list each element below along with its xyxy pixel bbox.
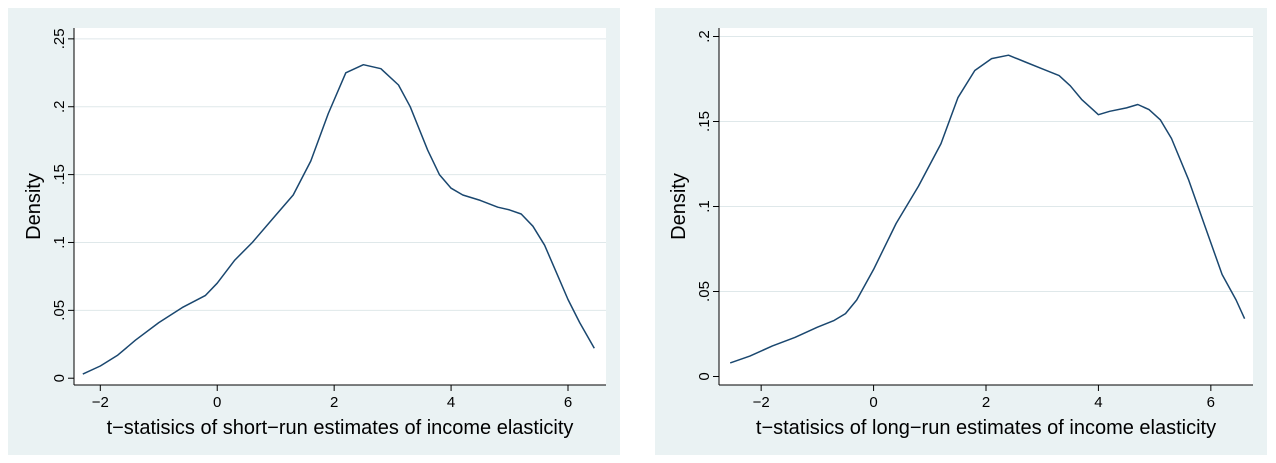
density-line <box>82 63 595 375</box>
x-tick-label: 0 <box>213 394 221 411</box>
x-tick-label: 4 <box>1094 394 1102 411</box>
y-tick-label: .15 <box>51 164 68 185</box>
y-tick-label: 0 <box>696 372 713 380</box>
x-tick-label: 6 <box>1207 394 1215 411</box>
x-tick-label: −2 <box>753 394 770 411</box>
density-line <box>729 54 1246 364</box>
x-tick-label: 4 <box>447 394 455 411</box>
x-axis-title: t−statisics of short−run estimates of in… <box>107 417 574 439</box>
y-tick-label: .2 <box>51 100 68 113</box>
y-tick-label: .2 <box>696 30 713 43</box>
y-tick-label: .15 <box>696 111 713 132</box>
x-tick-label: 2 <box>330 394 338 411</box>
x-tick-label: −2 <box>92 394 109 411</box>
y-tick-label: 0 <box>51 374 68 382</box>
y-tick-label: .05 <box>696 281 713 302</box>
long-run-density-chart: 0 .05 .1 .15 .2 −2 0 2 4 6 t−statisics of long−run… <box>668 28 1253 439</box>
plot-area <box>74 28 606 385</box>
y-axis-title: Density <box>23 173 45 240</box>
y-axis-title: Density <box>668 173 690 240</box>
x-axis-title: t−statisics of long−run estimates of inc… <box>756 417 1216 439</box>
y-tick-label: .25 <box>51 28 68 49</box>
y-tick-label: .05 <box>51 300 68 321</box>
x-tick-label: 0 <box>869 394 877 411</box>
x-tick-label: 6 <box>564 394 572 411</box>
y-tick-label: .1 <box>696 200 713 213</box>
left-chart-panel: 0 .05 .1 .15 .2 .25 −2 0 2 4 6 t−statisics of short… <box>8 8 620 455</box>
short-run-density-chart: 0 .05 .1 .15 .2 .25 −2 0 2 4 6 t−statisics of short… <box>23 28 606 439</box>
right-chart-panel: 0 .05 .1 .15 .2 −2 0 2 4 6 t−statisics of long−run… <box>655 8 1267 455</box>
y-tick-label: .1 <box>51 236 68 249</box>
x-tick-label: 2 <box>982 394 990 411</box>
